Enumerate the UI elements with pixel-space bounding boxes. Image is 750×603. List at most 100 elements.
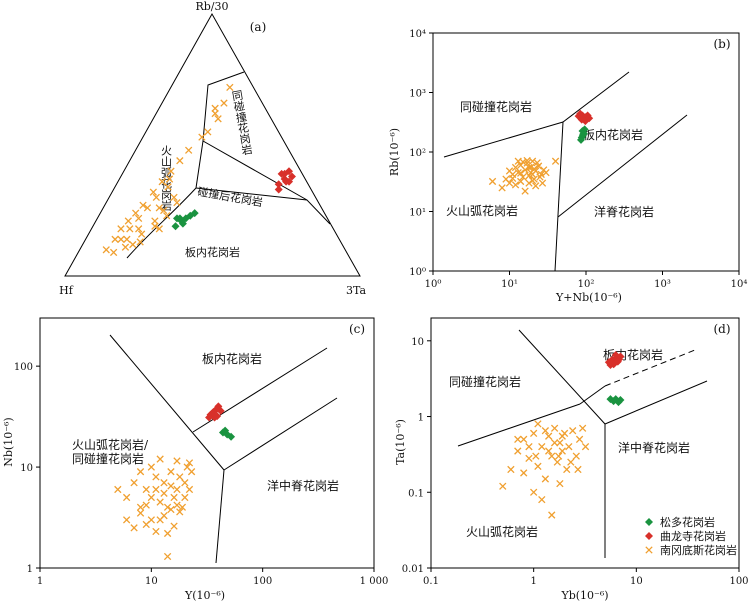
boundary-post-collision <box>195 140 331 225</box>
a-point-nangangdisi-8 <box>176 157 184 165</box>
a-point-nangangdisi-18 <box>134 214 143 223</box>
c-point-nangangdisi-12 <box>173 485 181 494</box>
a-point-nangangdisi-33 <box>163 212 171 220</box>
a-point-nangangdisi-16 <box>143 204 152 212</box>
a-point-nangangdisi-26 <box>121 243 130 251</box>
d-point-nangangdisi-24 <box>538 495 546 504</box>
a-point-qulongsi-2 <box>274 180 283 189</box>
a-point-songduo-6 <box>171 222 180 231</box>
panel-a-marks <box>102 83 296 257</box>
panel-label-a: (a) <box>250 20 267 34</box>
d-point-nangangdisi-5 <box>530 429 538 437</box>
legend-marker-qulongsi <box>645 532 653 540</box>
b-point-nangangdisi-7 <box>519 173 527 181</box>
b-point-nangangdisi-35 <box>538 179 547 187</box>
plot-frame-d <box>430 317 740 569</box>
apex-label-right: 3Ta <box>346 284 366 297</box>
a-point-nangangdisi-36 <box>123 235 131 243</box>
d-y-tick-label-3: 10 <box>411 337 424 348</box>
c-point-nangangdisi-2 <box>130 479 138 487</box>
a-point-songduo-3 <box>172 214 181 223</box>
b-point-nangangdisi-32 <box>509 174 517 183</box>
a-point-nangangdisi-0 <box>226 83 234 92</box>
plot-frame-c <box>39 317 375 569</box>
b-point-nangangdisi-36 <box>542 168 550 177</box>
c-point-nangangdisi-35 <box>147 463 155 471</box>
a-point-nangangdisi-24 <box>102 246 110 254</box>
field-label-c-within-plate: 板内花岗岩 <box>202 351 262 366</box>
boundary-b-syn-within <box>443 71 630 158</box>
field-label-d-volcanic-arc: 火山弧花岗岩 <box>466 524 538 539</box>
a-point-nangangdisi-23 <box>111 235 119 243</box>
d-point-nangangdisi-2 <box>514 447 522 455</box>
a-point-nangangdisi-9 <box>167 167 175 175</box>
field-label-c-ocean-ridge: 洋中脊花岗岩 <box>267 478 339 493</box>
a-point-nangangdisi-13 <box>149 188 157 196</box>
d-point-nangangdisi-34 <box>574 465 582 474</box>
a-point-nangangdisi-38 <box>151 222 159 230</box>
panel-label-d: (d) <box>713 322 730 336</box>
b-point-nangangdisi-26 <box>519 158 527 166</box>
a-point-qulongsi-7 <box>274 185 283 194</box>
panel-d-ta-vs-yb: (d) 板内花岗岩 同碰撞花岗岩 洋中脊花岗岩 火山弧花岗岩 Yb(10⁻⁶) … <box>394 317 749 602</box>
panel-a-ternary: Rb/30 Hf 3Ta (a) 同碰撞花岗岩 碰撞后花岗岩 火山弧花岗岩 板内… <box>59 0 366 297</box>
panel-b-ticks: 10⁰ 10¹ 10² 10³ 10⁴ 10⁰ 10¹ 10² 10³ 10⁴ <box>409 29 747 290</box>
c-x-tick-label-2: 100 <box>253 576 272 587</box>
b-y-tick-label-4: 10⁴ <box>409 29 426 40</box>
c-point-songduo-2 <box>227 432 236 441</box>
d-point-nangangdisi-38 <box>554 452 563 460</box>
a-point-nangangdisi-6 <box>198 133 206 141</box>
a-point-nangangdisi-15 <box>139 201 147 209</box>
c-y-tick-label-2: 100 <box>14 362 33 373</box>
d-point-nangangdisi-32 <box>558 432 566 440</box>
a-point-nangangdisi-29 <box>151 217 159 225</box>
field-label-a-post-collision: 碰撞后花岗岩 <box>196 184 263 209</box>
a-point-qulongsi-8 <box>285 177 294 186</box>
boundary-d-upper-left <box>518 329 606 425</box>
d-point-nangangdisi-21 <box>581 443 590 451</box>
c-y-tick-label-1: 10 <box>20 463 33 474</box>
a-point-nangangdisi-11 <box>165 175 174 183</box>
c-point-nangangdisi-5 <box>147 493 155 502</box>
c-point-nangangdisi-15 <box>181 479 189 487</box>
a-point-nangangdisi-19 <box>124 217 132 225</box>
c-point-nangangdisi-13 <box>176 473 184 481</box>
d-point-nangangdisi-17 <box>569 427 577 435</box>
c-point-nangangdisi-0 <box>114 485 122 494</box>
c-point-nangangdisi-11 <box>170 493 178 502</box>
a-point-songduo-4 <box>181 214 190 223</box>
b-point-nangangdisi-8 <box>521 166 529 174</box>
c-point-nangangdisi-27 <box>167 505 175 514</box>
c-point-nangangdisi-22 <box>147 516 155 524</box>
a-point-qulongsi-6 <box>287 172 296 181</box>
c-point-nangangdisi-42 <box>173 457 181 465</box>
b-point-nangangdisi-27 <box>523 156 531 165</box>
a-point-nangangdisi-2 <box>211 109 219 118</box>
a-point-nangangdisi-34 <box>173 198 181 207</box>
c-point-nangangdisi-17 <box>185 485 194 494</box>
field-label-c-syn-collision: 同碰撞花岗岩 <box>72 451 144 466</box>
b-point-qulongsi-8 <box>585 114 594 123</box>
d-point-nangangdisi-14 <box>558 447 566 455</box>
boundary-d-ridge <box>604 380 708 425</box>
field-label-b-volcanic-arc: 火山弧花岗岩 <box>446 203 518 218</box>
legend-label-qulongsi: 曲龙寺花岗岩 <box>660 529 726 543</box>
c-point-nangangdisi-31 <box>181 493 189 502</box>
b-x-tick-label-4: 10⁴ <box>731 279 748 290</box>
boundary-d-dashed <box>604 349 696 387</box>
b-y-tick-label-2: 10² <box>409 148 426 159</box>
boundary-post-lower <box>195 187 308 201</box>
c-point-nangangdisi-29 <box>173 501 181 509</box>
legend-marker-nangangdisi <box>645 546 653 554</box>
d-point-nangangdisi-37 <box>545 447 553 455</box>
c-point-nangangdisi-3 <box>136 503 145 511</box>
c-point-nangangdisi-28 <box>170 522 178 530</box>
b-y-tick-label-0: 10⁰ <box>409 267 426 278</box>
boundary-syn-collision <box>202 71 245 142</box>
c-point-nangangdisi-20 <box>136 509 145 517</box>
c-point-nangangdisi-37 <box>152 485 160 494</box>
a-point-nangangdisi-25 <box>109 248 118 257</box>
d-point-nangangdisi-1 <box>507 465 515 474</box>
